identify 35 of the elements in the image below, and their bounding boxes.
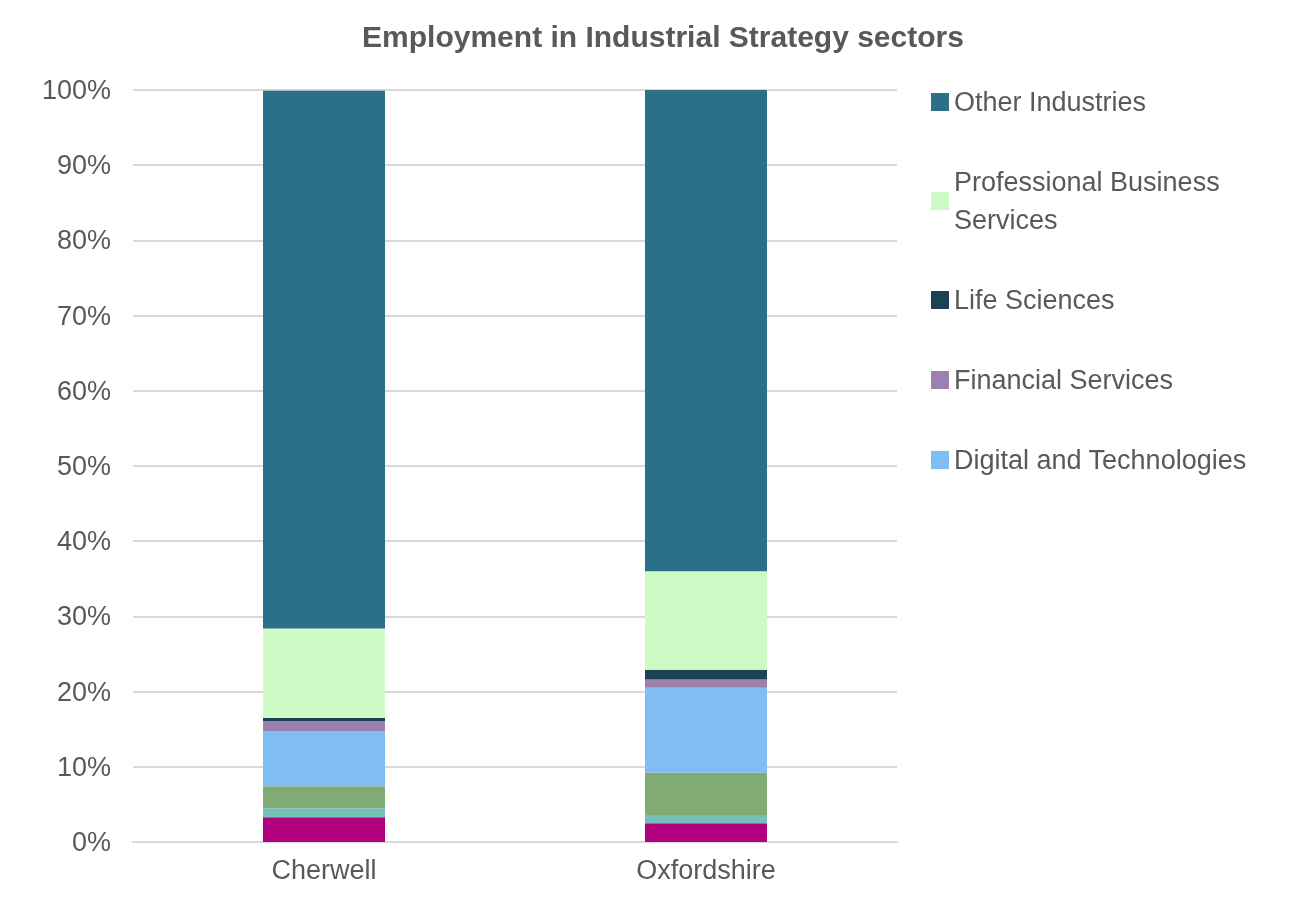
bar xyxy=(645,679,767,688)
legend-label: Professional Business Services xyxy=(954,167,1228,235)
y-tick-label: 40% xyxy=(56,526,111,557)
chart-title: Employment in Industrial Strategy sectors xyxy=(362,19,964,53)
legend-label: Financial Services xyxy=(954,365,1174,395)
bar xyxy=(263,720,385,732)
legend-label: Other Industries xyxy=(954,87,1147,117)
bar xyxy=(263,90,385,629)
bar xyxy=(263,731,385,787)
y-tick-label: 30% xyxy=(56,601,111,632)
legend-label: Digital and Technologies xyxy=(954,445,1247,475)
bar xyxy=(263,717,385,721)
y-tick-label: 20% xyxy=(56,676,111,707)
y-tick-label: 0% xyxy=(71,827,111,857)
bar xyxy=(645,90,767,572)
bar xyxy=(645,669,767,680)
bar xyxy=(263,628,385,718)
y-tick-label: 80% xyxy=(56,225,111,256)
bar xyxy=(645,823,767,842)
y-tick-label: 60% xyxy=(56,375,111,406)
bar xyxy=(645,687,767,773)
y-tick-label: 50% xyxy=(56,451,111,481)
bar xyxy=(263,786,385,809)
y-tick-label: 100% xyxy=(41,75,111,105)
bar xyxy=(645,772,767,815)
bar xyxy=(645,571,767,670)
bar xyxy=(263,817,385,842)
x-tick-label: Oxfordshire xyxy=(636,854,776,885)
bar xyxy=(263,808,385,818)
y-tick-label: 70% xyxy=(56,300,111,331)
legend-label: Life Sciences xyxy=(954,285,1115,315)
y-tick-label: 10% xyxy=(56,751,111,782)
x-tick-label: Cherwell xyxy=(271,854,377,885)
y-tick-label: 90% xyxy=(56,150,111,181)
bar xyxy=(645,814,767,824)
